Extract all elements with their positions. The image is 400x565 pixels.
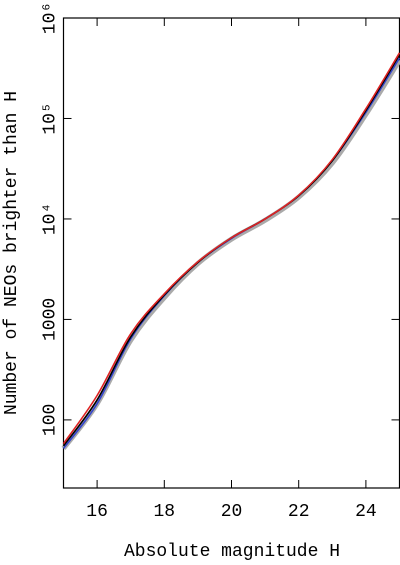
x-tick-label: 24 [355, 502, 377, 522]
y-tick-label: 10⁴ [40, 203, 60, 235]
series-line [62, 54, 400, 447]
y-axis-label: Number of NEOs brighter than H [2, 91, 22, 415]
series-line [62, 52, 400, 445]
plot-frame [62, 17, 400, 489]
y-tick-label: 10⁵ [40, 102, 60, 134]
x-tick-label: 20 [221, 502, 243, 522]
y-tick-label: 100 [40, 404, 60, 436]
y-tick-label: 10⁶ [40, 2, 60, 34]
y-tick-label: 1000 [40, 298, 60, 341]
series-line [62, 57, 400, 449]
x-tick-label: 22 [288, 502, 310, 522]
x-tick-label: 18 [153, 502, 175, 522]
series-line [61, 58, 400, 450]
x-axis-label: Absolute magnitude H [124, 542, 340, 562]
x-tick-label: 16 [86, 502, 108, 522]
